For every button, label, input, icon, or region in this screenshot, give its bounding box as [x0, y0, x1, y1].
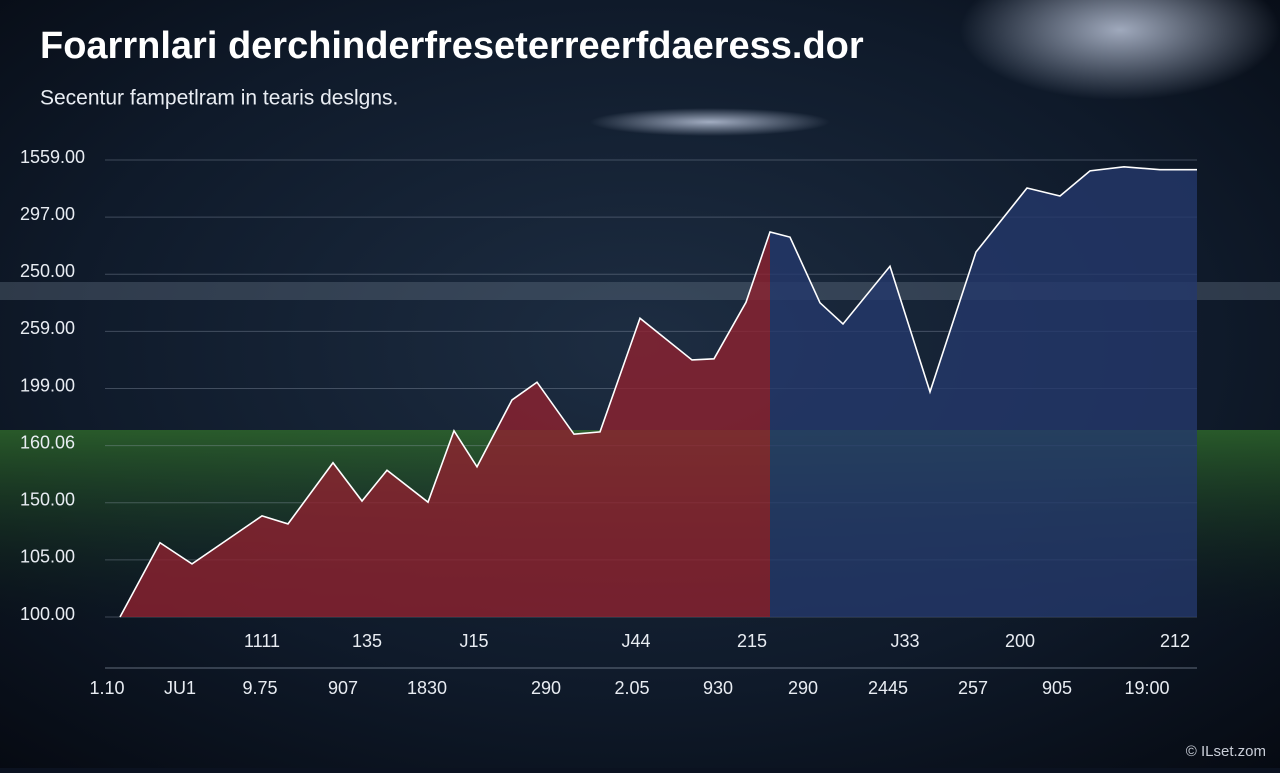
chart-subtitle: Secentur fampetlram in tearis deslgns. — [40, 87, 398, 110]
x-tick-label: 1830 — [407, 678, 447, 698]
x-tick-label: 1.10 — [89, 678, 124, 698]
floodlight — [960, 0, 1280, 100]
x-tick-label: 2.05 — [614, 678, 649, 698]
stand-band — [0, 282, 1280, 300]
x-tick-label: 212 — [1160, 631, 1190, 651]
x-tick-label: 2445 — [868, 678, 908, 698]
y-tick-label: 100.00 — [20, 604, 75, 624]
x-tick-label: 930 — [703, 678, 733, 698]
x-tick-label: J33 — [890, 631, 919, 651]
x-tick-label: 1111 — [244, 631, 280, 651]
chart-title: Foarrnlari derchinderfreseterreerfdaeres… — [40, 25, 864, 67]
x-tick-label: 290 — [788, 678, 818, 698]
x-tick-label: J44 — [621, 631, 650, 651]
y-tick-label: 259.00 — [20, 318, 75, 338]
area-left — [120, 231, 770, 617]
y-tick-label: 105.00 — [20, 547, 75, 567]
x-tick-label: 290 — [531, 678, 561, 698]
x-tick-label: JU1 — [164, 678, 196, 698]
floodlight — [590, 108, 830, 136]
x-tick-label: 907 — [328, 678, 358, 698]
line — [119, 166, 1197, 618]
watermark: © ILset.zom — [1186, 743, 1266, 760]
x-tick-label: 9.75 — [242, 678, 277, 698]
x-tick-label: 135 — [352, 631, 382, 651]
y-tick-label: 199.00 — [20, 375, 75, 395]
x-tick-label: 257 — [958, 678, 988, 698]
y-tick-label: 250.00 — [20, 261, 75, 281]
area-right — [770, 166, 1197, 617]
y-tick-label: 1559.00 — [20, 147, 85, 167]
x-tick-label: 905 — [1042, 678, 1072, 698]
x-tick-label: J15 — [459, 631, 488, 651]
y-tick-label: 160.06 — [20, 432, 75, 452]
y-tick-label: 297.00 — [20, 204, 75, 224]
x-tick-label: 215 — [737, 631, 767, 651]
x-tick-label: 19:00 — [1124, 678, 1169, 698]
x-tick-label: 200 — [1005, 631, 1035, 651]
y-tick-label: 150.00 — [20, 490, 75, 510]
